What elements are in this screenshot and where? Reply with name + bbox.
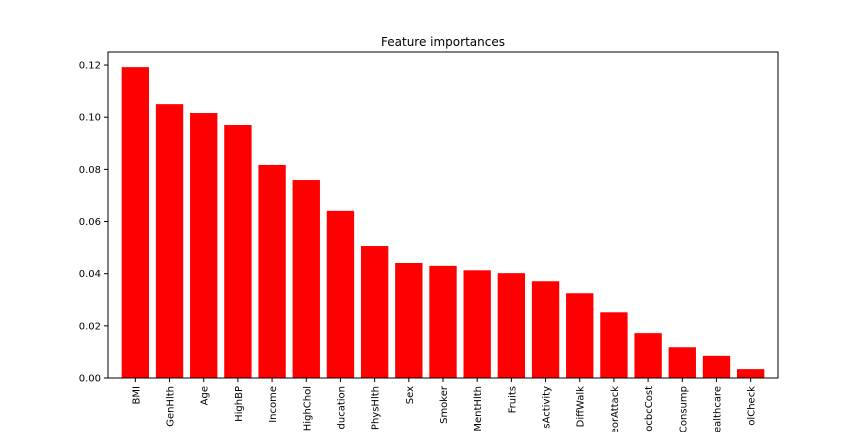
x-tick-label: ocbcCost	[644, 386, 655, 432]
x-tick-label: sActivity	[542, 386, 553, 429]
x-tick-label: Smoker	[439, 385, 450, 424]
x-tick-label: Sex	[405, 386, 416, 404]
axes-layer: BMI GenHlth Age HighBP Income HighChol ducatio…	[79, 61, 758, 435]
bar-smoker	[429, 265, 457, 378]
x-tick-label: olCheck	[747, 386, 758, 426]
bar-heartdiseaseorattack	[600, 312, 628, 378]
y-tick-label: 0.00	[79, 374, 101, 385]
bar-bmi	[121, 67, 150, 378]
bar-fruits	[497, 273, 526, 378]
y-tick-label: 0.06	[79, 217, 101, 228]
y-tick-label: 0.02	[79, 321, 101, 332]
x-tick-label: HighBP	[234, 386, 245, 422]
x-tick-label: Consump	[678, 386, 689, 432]
bar-physhlth	[360, 246, 389, 378]
bar-highchol	[292, 180, 320, 378]
y-tick-label: 0.10	[79, 113, 101, 124]
bars-layer	[121, 67, 765, 379]
x-tick-label: HighChol	[302, 386, 313, 431]
bar-cholcheck	[736, 369, 765, 378]
y-tick-label: 0.12	[79, 61, 101, 72]
chart-title: Feature importances	[381, 35, 505, 49]
x-tick-label: BMI	[131, 386, 142, 404]
x-tick-label: DiffWalk	[576, 386, 587, 428]
x-tick-label: Fruits	[507, 386, 518, 413]
x-tick-label: eorAttack	[610, 386, 621, 432]
x-tick-label: ealthcare	[712, 386, 723, 432]
bar-anyhealthcare	[702, 355, 731, 378]
x-tick-label: Age	[200, 386, 211, 405]
bar-age	[190, 113, 218, 378]
bar-hvyalcoholconsump	[668, 347, 696, 378]
bar-genhlth	[155, 104, 184, 378]
bar-highbp	[224, 125, 252, 379]
x-tick-label: GenHlth	[166, 386, 177, 427]
x-tick-label: MentHlth	[473, 386, 484, 432]
bar-income	[258, 164, 286, 378]
bar-physactivity	[531, 281, 560, 378]
x-tick-label: PhysHlth	[371, 386, 382, 430]
bar-sex	[395, 262, 423, 378]
bar-menthlth	[463, 270, 491, 378]
x-tick-label: Income	[268, 386, 279, 423]
x-tick-label: ducation	[336, 386, 347, 429]
y-tick-label: 0.08	[79, 165, 101, 176]
bar-nodocbccost	[634, 333, 662, 378]
bar-diffwalk	[566, 293, 594, 378]
plot-frame	[107, 51, 779, 379]
bar-education	[326, 210, 355, 378]
y-tick-label: 0.04	[79, 269, 101, 280]
